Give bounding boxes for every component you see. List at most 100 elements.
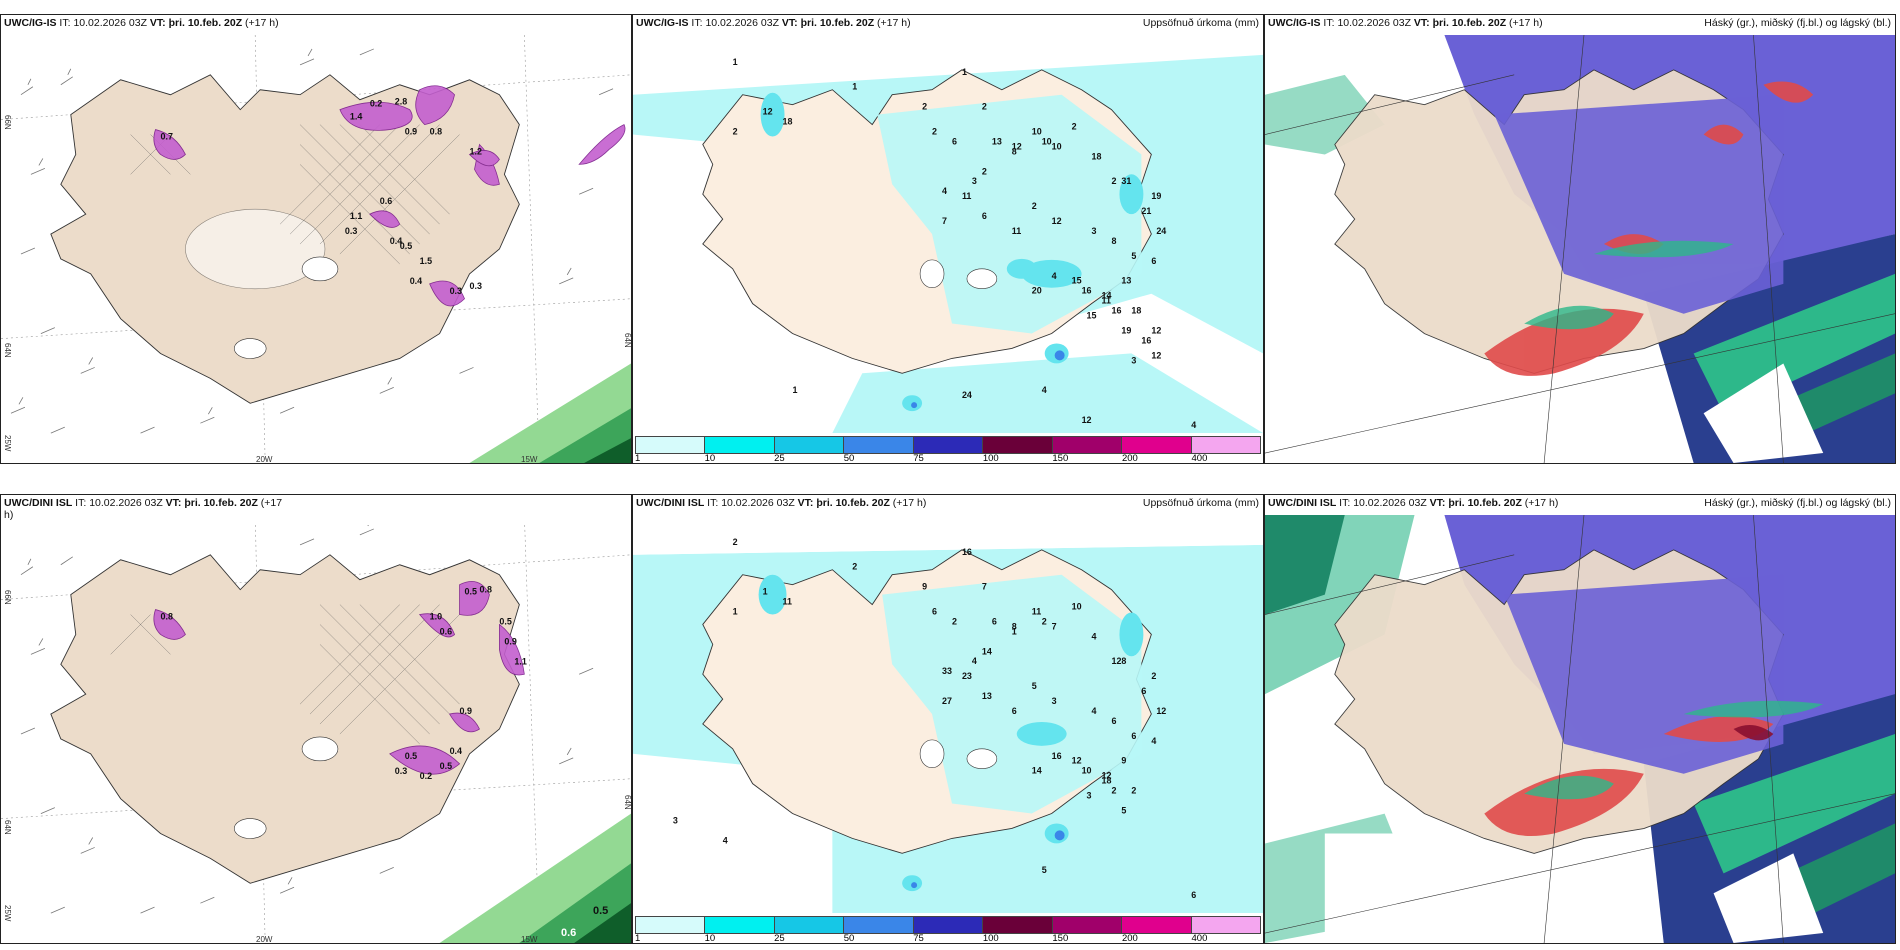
map-value-label: 1.4 <box>350 112 362 122</box>
map-value-label: 15 <box>1087 311 1097 321</box>
map-value-label: 2 <box>852 562 857 572</box>
cloud-map <box>1265 515 1895 943</box>
colorbar-swatch <box>1122 437 1192 453</box>
colorbar-swatch <box>774 917 845 933</box>
map-value-label: 4 <box>1092 706 1097 716</box>
map-value-label: 8 <box>1111 236 1116 246</box>
map-value-label: 2 <box>1042 616 1047 626</box>
map-value-label: 6 <box>982 211 987 221</box>
map-value-label: 20 <box>1032 286 1042 296</box>
map-value-label: 0.4 <box>390 236 402 246</box>
map-value-label: 0.5 <box>405 751 417 761</box>
map-value-label: 0.9 <box>405 127 417 137</box>
map-value-label: 13 <box>1121 276 1131 286</box>
map-value-label: 1.0 <box>430 612 442 622</box>
map-value-label: 10 <box>1042 136 1052 146</box>
map-value-label: 0.5 <box>400 241 412 251</box>
map-value-label: 0.3 <box>345 226 357 236</box>
precip-colorbar: 1 10 25 50 75 100 150 200 400 <box>633 433 1263 463</box>
map-value-label: 2 <box>1072 122 1077 132</box>
colorbar-tick: 400 <box>1191 453 1208 464</box>
colorbar-swatch <box>774 437 845 453</box>
map-value-label: 3 <box>1131 355 1136 365</box>
map-value-label: 3 <box>673 815 678 825</box>
map-value-label: 4 <box>942 186 947 196</box>
map-value-label: 11 <box>783 597 792 607</box>
map-value-label: 7 <box>942 216 947 226</box>
map-value-label: 10 <box>1032 127 1042 137</box>
map-value-label: 0.8 <box>430 127 442 137</box>
colorbar-tick: 50 <box>843 453 855 464</box>
map-value-label: 16 <box>962 547 972 557</box>
colorbar-tick: 150 <box>1052 453 1069 464</box>
map-value-label: 0.5 <box>499 616 511 626</box>
panel-header: UWC/IG-IS IT: 10.02.2026 03Z VT: þri. 10… <box>633 15 1263 35</box>
lat-label-top: 66N <box>3 590 12 605</box>
colorbar-swatch <box>636 917 706 933</box>
map-value-label: 8 <box>1012 146 1017 156</box>
map-value-label: 1.5 <box>420 256 432 266</box>
map-value-label: 6 <box>1012 706 1017 716</box>
panel-title: Háský (gr.), miðský (fj.bl.) og lágský (… <box>1704 17 1891 29</box>
map-value-label: 0.5 <box>440 761 452 771</box>
colorbar-swatch <box>1052 437 1123 453</box>
map-value-label: 1.2 <box>470 146 482 156</box>
precip-colorbar: 1 10 25 50 75 100 150 200 400 <box>633 913 1263 943</box>
map-value-label: 2 <box>1032 201 1037 211</box>
map-value-label: 11 <box>1102 296 1111 306</box>
map-value-label: 12 <box>1082 415 1092 425</box>
lat-label-mid: 64N <box>3 343 12 358</box>
map-value-label: 1 <box>1012 626 1017 636</box>
map-value-label: 0.2 <box>370 99 382 109</box>
colorbar-tick: 25 <box>774 453 785 464</box>
cloud-map <box>1265 35 1895 463</box>
map-value-label: 12 <box>1151 350 1161 360</box>
panel-header: UWC/IG-IS IT: 10.02.2026 03Z VT: þri. 10… <box>1265 15 1895 35</box>
colorbar-tick: 400 <box>1191 933 1208 944</box>
colorbar-tick: 10 <box>704 453 716 464</box>
map-value-label: 1 <box>962 67 967 77</box>
map-value-label: 10 <box>1052 141 1062 151</box>
wind-snow-map: 0.8 0.5 0.8 0.5 0.9 1.1 0.6 1.0 0.9 0.5 0.3 0.2 0.5 0… <box>1 515 631 943</box>
map-value-label: 12 <box>763 107 773 117</box>
map-value-label: 10 <box>1072 602 1082 612</box>
map-value-label: 16 <box>1111 306 1121 316</box>
map-value-label: 2 <box>1111 176 1116 186</box>
panel-ig-wind: UWC/IG-IS IT: 10.02.2026 03Z VT: þri. 10… <box>0 14 632 464</box>
lon-label-left: 25W <box>3 435 12 452</box>
map-value-label: 1 <box>733 607 738 617</box>
map-value-label: 2 <box>952 616 957 626</box>
colorbar-tick: 200 <box>1121 453 1138 464</box>
colorbar-tick: 50 <box>843 933 855 944</box>
colorbar-swatch <box>636 437 706 453</box>
map-value-label: 4 <box>972 656 977 666</box>
panel-header: UWC/DINI ISL IT: 10.02.2026 03Z VT: þri.… <box>1 495 631 525</box>
colorbar-tick: 10 <box>704 933 716 944</box>
map-value-label: 27 <box>942 696 952 706</box>
map-value-label: 0.6 <box>440 626 452 636</box>
map-value-label: 21 <box>1141 206 1151 216</box>
map-value-label: 3 <box>1092 226 1097 236</box>
map-value-label: 7 <box>1052 621 1057 631</box>
map-value-label: 14 <box>1032 766 1042 776</box>
corner-value-2: 0.6 <box>561 927 577 939</box>
map-value-label: 18 <box>1092 151 1102 161</box>
map-value-label: 1 <box>733 57 738 67</box>
lat-label-edge: 64N <box>623 333 632 348</box>
map-value-label: 4 <box>1191 420 1196 430</box>
panel-ig-precip: UWC/IG-IS IT: 10.02.2026 03Z VT: þri. 10… <box>632 14 1264 464</box>
map-value-label: 0.8 <box>479 585 491 595</box>
map-value-label: 2.8 <box>395 97 407 107</box>
map-value-label: 6 <box>1141 686 1146 696</box>
map-value-label: 13 <box>982 691 992 701</box>
colorbar-tick: 100 <box>982 933 999 944</box>
lat-label-edge: 64N <box>623 795 632 810</box>
map-value-label: 6 <box>1191 890 1196 900</box>
map-value-label: 2 <box>1131 786 1136 796</box>
map-value-label: 18 <box>1131 306 1141 316</box>
lon-label-right: 15W <box>521 455 538 464</box>
map-value-label: 13 <box>992 136 1002 146</box>
map-value-label: 4 <box>723 835 728 845</box>
colorbar-tick: 150 <box>1052 933 1069 944</box>
lon-label-mid: 20W <box>256 935 273 944</box>
